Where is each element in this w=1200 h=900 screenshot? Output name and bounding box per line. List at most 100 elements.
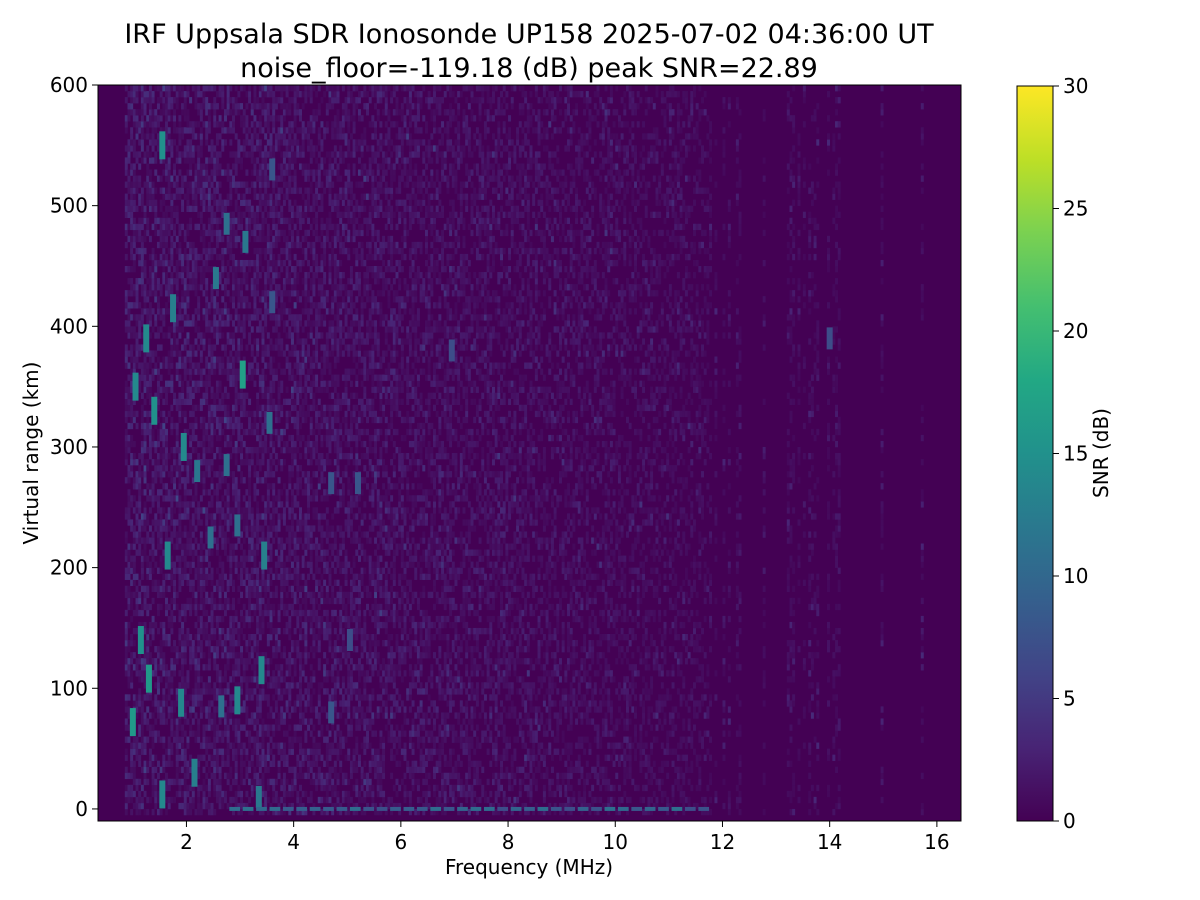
heatmap-cell [197, 507, 201, 514]
heatmap-cell [138, 181, 142, 188]
heatmap-cell [167, 633, 171, 641]
heatmap-cell [186, 169, 190, 176]
heatmap-cell [290, 507, 294, 514]
heatmap-cell [245, 278, 249, 285]
heatmap-cell [269, 736, 273, 743]
heatmap-cell [140, 513, 144, 520]
heatmap-cell [191, 543, 195, 550]
heatmap-cell [264, 501, 268, 508]
heatmap-cell [218, 356, 222, 363]
heatmap-cell [248, 302, 252, 309]
heatmap-cell [221, 314, 225, 321]
heatmap-cell [213, 193, 217, 200]
heatmap-cell [266, 235, 270, 243]
heatmap-cell [170, 664, 174, 671]
heatmap-cell [269, 658, 273, 665]
heatmap-cell [127, 670, 131, 677]
heatmap-cell [154, 205, 158, 212]
heatmap-cell [186, 115, 190, 122]
heatmap-cell [299, 259, 302, 267]
heatmap-cell [170, 501, 174, 508]
heatmap-cell [156, 145, 160, 152]
heatmap-cell [143, 410, 147, 418]
heatmap-cell [258, 778, 262, 786]
heatmap-cell [138, 597, 142, 605]
heatmap-cell [307, 471, 311, 478]
heatmap-cell [143, 489, 147, 496]
heatmap-cell [290, 284, 294, 291]
heatmap-cell [197, 802, 201, 810]
heatmap-cell [293, 169, 297, 176]
heatmap-cell [181, 362, 185, 369]
heatmap-cell [148, 265, 152, 273]
heatmap-cell [232, 742, 235, 749]
heatmap-cell [146, 537, 150, 544]
heatmap-cell [154, 127, 158, 134]
heatmap-cell [285, 525, 289, 532]
heatmap-cell [248, 808, 252, 816]
heatmap-cell [175, 344, 179, 351]
heatmap-cell [124, 591, 128, 599]
heatmap-cell [304, 730, 308, 737]
heatmap-cell [258, 712, 262, 719]
heatmap-cell [269, 434, 273, 442]
heatmap-cell [232, 507, 235, 514]
heatmap-cell [138, 139, 142, 146]
heatmap-cell [253, 97, 257, 104]
heatmap-cell [304, 519, 308, 526]
heatmap-cell [234, 772, 238, 780]
heatmap-cell [194, 688, 198, 695]
heatmap-cell [213, 688, 217, 695]
heatmap-cell [304, 446, 308, 454]
heatmap-cell [272, 519, 276, 526]
heatmap-cell [189, 241, 193, 249]
heatmap-cell [197, 633, 201, 641]
heatmap-cell [304, 169, 308, 176]
heatmap-cell [285, 398, 289, 406]
heatmap-cell [221, 760, 225, 768]
heatmap-cell [296, 416, 300, 424]
heatmap-cell [245, 591, 249, 599]
heatmap-cell [213, 145, 217, 152]
heatmap-cell [258, 603, 262, 611]
heatmap-cell [124, 428, 128, 436]
heatmap-cell [138, 754, 142, 761]
heatmap-cell [272, 404, 276, 412]
heatmap-cell [237, 742, 241, 749]
heatmap-cell [258, 440, 262, 448]
heatmap-cell [274, 133, 278, 140]
heatmap-cell [178, 561, 182, 568]
heatmap-cell [232, 290, 235, 297]
heatmap-cell [240, 507, 244, 514]
heatmap-cell [240, 85, 244, 92]
heatmap-cell [304, 308, 308, 315]
heatmap-cell [234, 163, 238, 170]
heatmap-cell [170, 374, 174, 381]
heatmap-cell [285, 754, 289, 761]
heatmap-cell [274, 428, 278, 436]
heatmap-cell [288, 151, 292, 158]
heatmap-cell [183, 748, 187, 755]
heatmap-cell [226, 712, 230, 719]
heatmap-cell [256, 265, 260, 273]
heatmap-cell [124, 640, 128, 647]
heatmap-cell [248, 362, 252, 369]
heatmap-cell [191, 802, 195, 810]
heatmap-cell [191, 477, 195, 484]
heatmap-cell [194, 199, 198, 206]
heatmap-cell [159, 205, 163, 212]
heatmap-cell [165, 91, 168, 98]
heatmap-cell [301, 555, 305, 562]
heatmap-cell [138, 332, 142, 339]
heatmap-cell [234, 561, 238, 568]
heatmap-cell [170, 658, 174, 665]
heatmap-cell [186, 676, 190, 683]
heatmap-cell [130, 374, 134, 381]
heatmap-cell [146, 416, 150, 424]
heatmap-cell [130, 790, 134, 798]
heatmap-cell [256, 621, 260, 629]
heatmap-cell [181, 296, 185, 303]
heatmap-cell [218, 597, 222, 605]
heatmap-cell [242, 410, 246, 418]
